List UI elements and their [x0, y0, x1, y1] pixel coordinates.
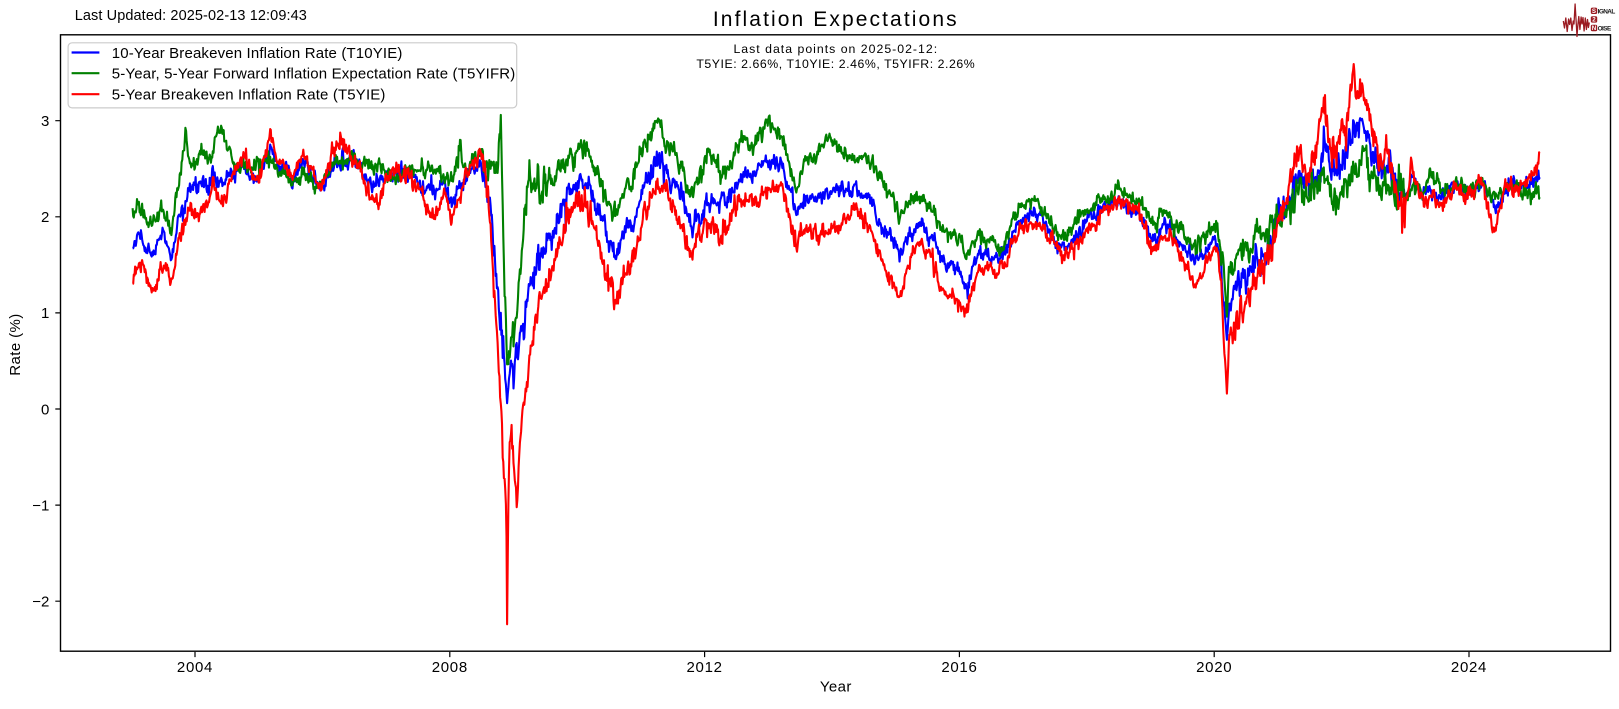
svg-text:2004: 2004: [177, 659, 213, 676]
svg-text:2008: 2008: [432, 659, 468, 676]
svg-text:2: 2: [41, 209, 49, 226]
svg-text:2020: 2020: [1196, 659, 1232, 676]
svg-text:3: 3: [41, 113, 49, 130]
svg-text:T5YIE: 2.66%, T10YIE: 2.46%, T: T5YIE: 2.66%, T10YIE: 2.46%, T5YIFR: 2.2…: [696, 57, 975, 71]
svg-text:Last data points on 2025-02-12: Last data points on 2025-02-12:: [733, 42, 938, 56]
svg-text:5-Year, 5-Year Forward Inflati: 5-Year, 5-Year Forward Inflation Expecta…: [112, 66, 516, 83]
svg-text:Inflation Expectations: Inflation Expectations: [713, 8, 959, 31]
svg-text:0: 0: [41, 401, 49, 418]
svg-text:IGNAL: IGNAL: [1598, 8, 1616, 15]
svg-text:Last Updated: 2025-02-13 12:09: Last Updated: 2025-02-13 12:09:43: [75, 8, 307, 24]
svg-text:Year: Year: [820, 679, 852, 696]
svg-text:S: S: [1592, 8, 1596, 15]
svg-text:5-Year Breakeven Inflation Rat: 5-Year Breakeven Inflation Rate (T5YIE): [112, 87, 386, 104]
svg-text:10-Year Breakeven Inflation Ra: 10-Year Breakeven Inflation Rate (T10YIE…: [112, 45, 403, 62]
svg-text:2024: 2024: [1451, 659, 1487, 676]
svg-text:Rate (%): Rate (%): [7, 313, 24, 375]
svg-text:2016: 2016: [941, 659, 977, 676]
svg-text:−1: −1: [32, 497, 49, 514]
svg-text:2012: 2012: [687, 659, 723, 676]
svg-text:N: N: [1592, 25, 1597, 32]
svg-text:1: 1: [41, 305, 49, 322]
svg-text:2: 2: [1592, 17, 1596, 24]
svg-text:−2: −2: [32, 594, 49, 611]
svg-text:OISE: OISE: [1598, 26, 1612, 33]
